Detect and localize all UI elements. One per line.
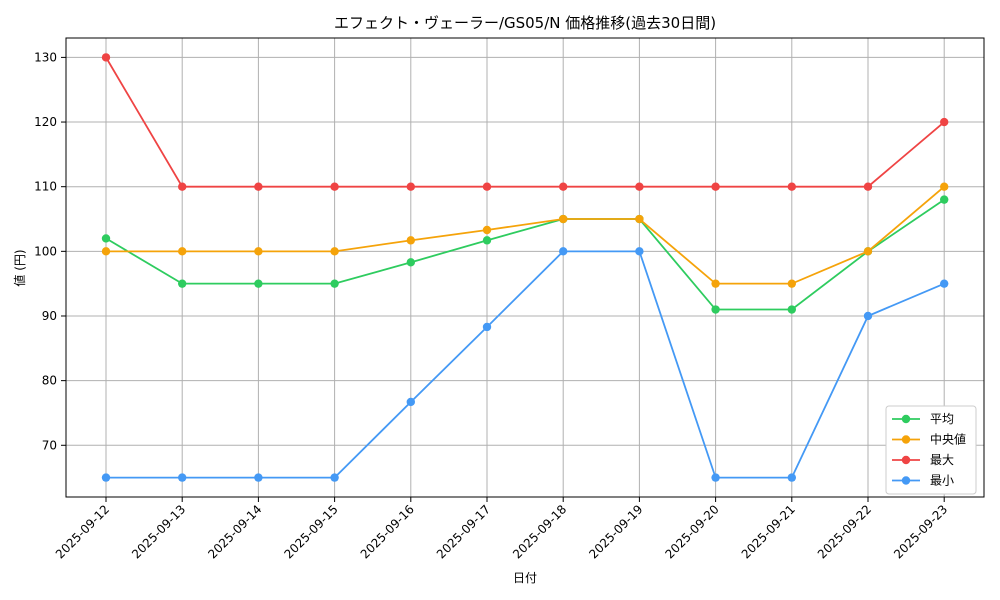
y-tick-label: 120 [34, 115, 57, 129]
x-tick-label: 2025-09-16 [358, 502, 417, 561]
x-tick-label: 2025-09-18 [510, 502, 569, 561]
x-tick-label: 2025-09-13 [129, 502, 188, 561]
data-point [330, 279, 339, 288]
series-最小 [101, 247, 949, 482]
data-point [101, 473, 111, 482]
legend-box [885, 405, 977, 495]
data-point [787, 182, 796, 191]
data-point [711, 473, 720, 482]
data-point [635, 182, 644, 191]
x-axis-ticks: 2025-09-12 2025-09-13 2025-09-14 2025-09-15… [53, 497, 950, 561]
data-point [406, 182, 415, 191]
data-point [482, 236, 492, 245]
x-tick-label: 2025-09-15 [282, 502, 341, 561]
data-point [406, 258, 415, 267]
legend-label: 中央値 [930, 432, 966, 447]
data-point [635, 214, 644, 224]
data-point [178, 182, 187, 191]
x-tick-label: 2025-09-14 [205, 502, 264, 561]
data-point [482, 225, 492, 235]
data-point [254, 247, 263, 256]
series-layer [101, 53, 949, 482]
data-point [940, 182, 949, 191]
x-tick-label: 2025-09-22 [815, 502, 874, 561]
legend-label: 平均 [930, 412, 954, 426]
data-point [254, 473, 263, 482]
series-中央値 [101, 182, 949, 288]
data-point [101, 53, 111, 62]
data-point [482, 322, 492, 332]
y-tick-label: 80 [42, 374, 57, 388]
data-point [863, 247, 873, 256]
data-point [940, 117, 949, 127]
data-point [406, 397, 415, 407]
series-line [106, 250, 945, 479]
series-line [105, 198, 945, 311]
legend-label: 最大 [930, 453, 954, 467]
data-point [863, 311, 873, 321]
data-point [559, 214, 568, 224]
x-tick-label: 2025-09-21 [739, 502, 798, 561]
data-point [330, 247, 339, 256]
data-point [254, 182, 263, 191]
legend-marker [901, 476, 911, 485]
legend-label: 最小 [930, 474, 954, 488]
x-tick-label: 2025-09-19 [586, 502, 645, 561]
y-tick-label: 90 [42, 309, 57, 323]
data-point [330, 473, 339, 482]
data-point [178, 247, 187, 256]
data-point [940, 195, 949, 204]
x-tick-label: 2025-09-23 [891, 502, 950, 561]
data-point [787, 473, 796, 482]
series-line [106, 186, 945, 285]
y-tick-label: 110 [34, 180, 57, 194]
data-point [787, 279, 796, 288]
data-point [254, 279, 263, 288]
legend-marker [901, 435, 911, 444]
data-point [559, 182, 568, 191]
data-point [178, 279, 187, 288]
x-tick-label: 2025-09-20 [663, 502, 722, 561]
series-line [105, 56, 945, 188]
y-tick-label: 70 [42, 438, 57, 452]
data-point [635, 247, 644, 256]
legend-marker [901, 455, 911, 465]
data-point [406, 236, 415, 245]
y-axis-ticks: 70 80 90 100 110 120 130 [34, 50, 66, 452]
data-point [711, 279, 720, 288]
data-point [711, 305, 720, 314]
data-point [559, 247, 568, 256]
x-tick-label: 2025-09-12 [53, 502, 112, 561]
data-point [330, 182, 339, 191]
data-point [787, 305, 796, 314]
plot-frame [65, 37, 985, 498]
y-tick-label: 130 [34, 50, 57, 64]
x-tick-label: 2025-09-17 [434, 502, 493, 561]
legend-marker [901, 414, 911, 424]
data-point [101, 247, 111, 256]
y-axis-label: 値 (円) [12, 249, 27, 286]
data-point [482, 182, 492, 191]
data-point [178, 473, 187, 482]
series-最大 [101, 53, 949, 191]
data-point [711, 182, 720, 191]
chart-title: エフェクト・ヴェーラー/GS05/N 価格推移(過去30日間) [334, 14, 716, 32]
series-平均 [101, 195, 949, 314]
y-tick-label: 100 [34, 244, 57, 258]
x-axis-label: 日付 [513, 571, 537, 585]
data-point [863, 182, 873, 191]
data-point [101, 234, 111, 243]
data-point [940, 279, 949, 288]
